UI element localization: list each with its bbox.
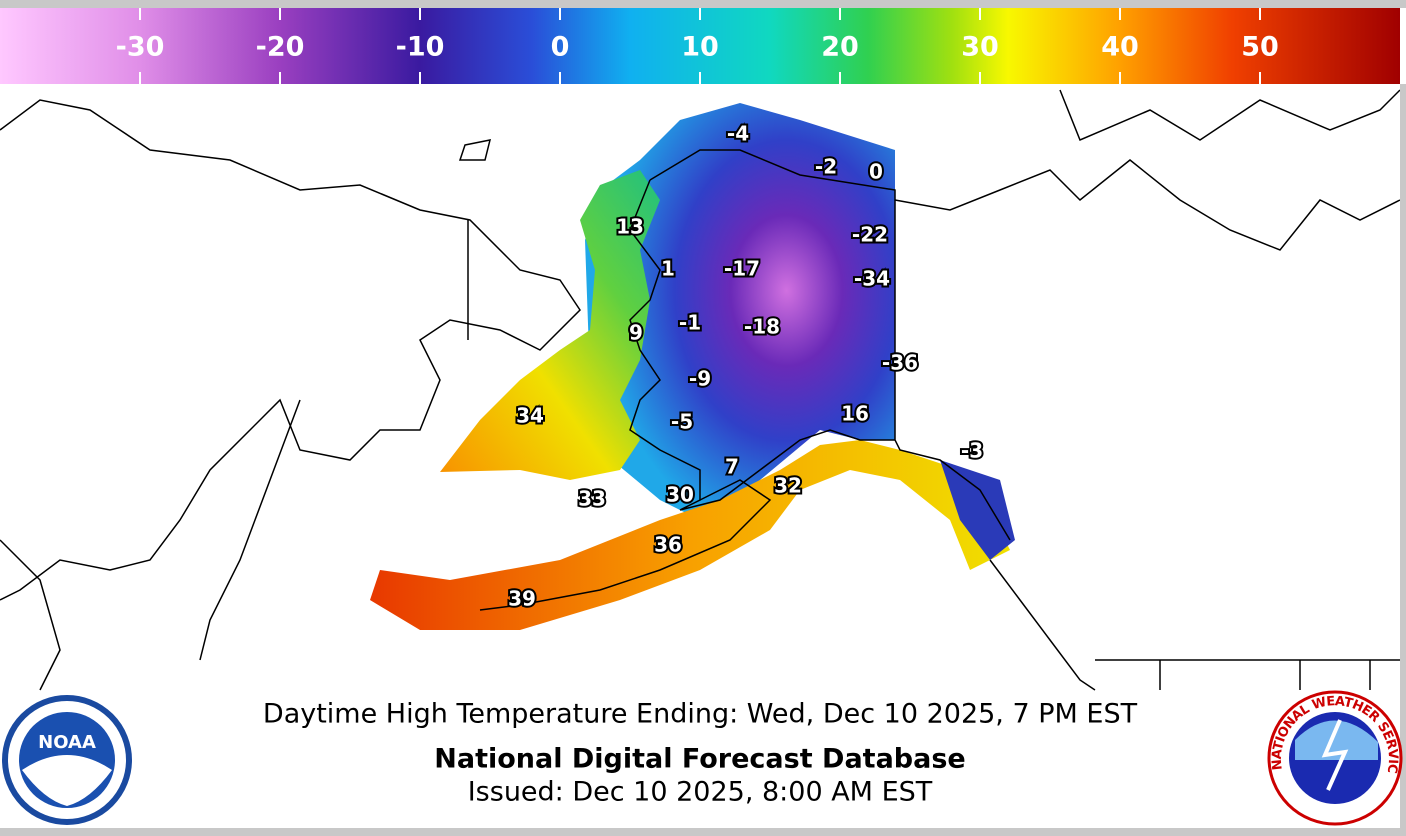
colorbar-tick-label: 10	[681, 32, 719, 63]
temperature-label: -4	[727, 122, 749, 146]
colorbar-tick-label: -30	[116, 32, 165, 63]
temperature-label: 34	[516, 404, 544, 428]
temperature-label: -3	[961, 439, 983, 463]
temperature-label: 39	[508, 587, 536, 611]
temperature-label: -22	[852, 223, 888, 247]
map-labels: -4 -2 0 13 -22 1 -17 -34 9 -1 -18 -36 -9 34 16 -5 -3 7 32 3…	[506, 120, 985, 613]
temperature-label: 33	[578, 487, 606, 511]
temperature-label: 32	[774, 474, 802, 498]
caption-title: Daytime High Temperature Ending: Wed, De…	[263, 699, 1138, 730]
noaa-logo: NOAA	[2, 695, 132, 825]
caption-source: National Digital Forecast Database	[434, 744, 965, 775]
colorbar-ticks: -30 -20 -10 0 10 20 30 40 50	[116, 8, 1279, 84]
temperature-label: -34	[854, 267, 890, 291]
temperature-label: -17	[724, 257, 760, 281]
coastlines	[0, 89, 1401, 691]
temperature-field	[370, 103, 1015, 630]
temperature-label: -2	[815, 155, 837, 179]
colorbar-tick-label: 20	[821, 32, 859, 63]
colorbar-tick-label: -20	[256, 32, 305, 63]
caption-issued: Issued: Dec 10 2025, 8:00 AM EST	[468, 777, 933, 808]
temperature-label: -9	[689, 367, 711, 391]
frame-right	[1400, 84, 1406, 828]
colorbar-tick-label: -10	[396, 32, 445, 63]
colorbar-tick-label: 0	[551, 32, 570, 63]
temperature-label: 30	[666, 483, 694, 507]
temperature-label: -5	[671, 410, 693, 434]
colorbar-tick-label: 50	[1241, 32, 1279, 63]
temperature-label: -1	[679, 311, 701, 335]
temperature-label: 1	[661, 257, 675, 281]
colorbar-tick-label: 30	[961, 32, 999, 63]
temperature-label: -18	[744, 315, 780, 339]
temperature-label: 36	[654, 533, 682, 557]
noaa-logo-text: NOAA	[38, 732, 96, 753]
colorbar	[0, 8, 1400, 84]
temperature-label: 7	[725, 455, 739, 479]
alaska-coastline	[479, 149, 1011, 611]
temperature-label: -36	[882, 351, 918, 375]
temperature-label: 13	[616, 215, 644, 239]
frame-top	[0, 0, 1406, 8]
temperature-label: 0	[869, 160, 883, 184]
temperature-label: 9	[629, 321, 643, 345]
frame-bottom	[0, 828, 1406, 836]
colorbar-tick-label: 40	[1101, 32, 1139, 63]
temperature-label: 16	[841, 402, 869, 426]
